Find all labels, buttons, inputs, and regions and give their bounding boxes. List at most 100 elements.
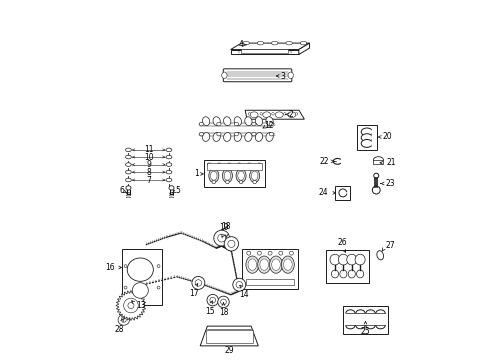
Ellipse shape	[124, 286, 127, 289]
Ellipse shape	[361, 139, 373, 147]
Ellipse shape	[236, 169, 246, 183]
Ellipse shape	[255, 117, 263, 126]
Ellipse shape	[347, 254, 357, 265]
Ellipse shape	[339, 254, 348, 265]
Text: 15: 15	[205, 307, 215, 316]
Ellipse shape	[272, 259, 280, 270]
Ellipse shape	[213, 132, 220, 141]
Ellipse shape	[228, 240, 235, 247]
Ellipse shape	[348, 270, 355, 278]
Ellipse shape	[255, 132, 263, 141]
Text: 3: 3	[281, 72, 286, 81]
Polygon shape	[116, 291, 146, 320]
Ellipse shape	[123, 298, 138, 313]
Ellipse shape	[374, 173, 379, 178]
Ellipse shape	[257, 41, 264, 45]
Ellipse shape	[288, 112, 296, 118]
Ellipse shape	[260, 113, 263, 115]
Ellipse shape	[166, 163, 172, 166]
Ellipse shape	[246, 256, 259, 273]
Ellipse shape	[166, 170, 172, 174]
Ellipse shape	[270, 256, 282, 273]
Ellipse shape	[212, 180, 216, 184]
Text: 17: 17	[189, 289, 199, 298]
Bar	[205, 330, 253, 343]
Ellipse shape	[357, 270, 364, 278]
Ellipse shape	[271, 41, 278, 45]
Ellipse shape	[340, 270, 347, 278]
Bar	[343, 306, 389, 334]
Ellipse shape	[243, 41, 249, 45]
Ellipse shape	[192, 276, 205, 289]
Ellipse shape	[250, 112, 258, 118]
Bar	[242, 49, 288, 53]
Ellipse shape	[247, 163, 251, 167]
Bar	[207, 163, 262, 170]
Ellipse shape	[207, 294, 219, 306]
Ellipse shape	[275, 112, 283, 118]
Ellipse shape	[166, 155, 172, 159]
Ellipse shape	[223, 117, 231, 126]
Ellipse shape	[125, 170, 131, 174]
Ellipse shape	[169, 186, 174, 190]
Ellipse shape	[268, 251, 272, 255]
Text: 5: 5	[175, 186, 180, 195]
Ellipse shape	[128, 302, 134, 309]
Ellipse shape	[372, 186, 380, 194]
Ellipse shape	[239, 180, 243, 184]
Text: 25: 25	[361, 327, 370, 336]
Ellipse shape	[218, 163, 221, 167]
Ellipse shape	[371, 128, 373, 136]
Ellipse shape	[330, 254, 340, 265]
Ellipse shape	[207, 163, 211, 167]
Ellipse shape	[214, 230, 230, 246]
Bar	[326, 250, 369, 283]
Ellipse shape	[272, 113, 274, 115]
Ellipse shape	[253, 180, 256, 184]
Bar	[122, 249, 162, 305]
Ellipse shape	[223, 132, 231, 141]
Text: 23: 23	[386, 179, 395, 188]
Ellipse shape	[210, 297, 216, 303]
Ellipse shape	[290, 251, 294, 255]
Ellipse shape	[217, 122, 221, 126]
Ellipse shape	[234, 117, 242, 126]
Ellipse shape	[331, 270, 339, 278]
Text: 16: 16	[105, 263, 115, 272]
Ellipse shape	[295, 113, 298, 115]
Ellipse shape	[221, 72, 227, 78]
Text: 14: 14	[240, 290, 249, 299]
Ellipse shape	[218, 296, 229, 308]
Ellipse shape	[234, 132, 239, 136]
Ellipse shape	[258, 163, 261, 167]
Ellipse shape	[361, 128, 373, 136]
Text: 10: 10	[144, 153, 154, 162]
Ellipse shape	[300, 41, 307, 45]
Bar	[373, 159, 383, 164]
Ellipse shape	[227, 163, 231, 167]
Ellipse shape	[236, 282, 243, 288]
Text: 18: 18	[221, 222, 231, 231]
Ellipse shape	[251, 171, 258, 180]
Ellipse shape	[283, 113, 286, 115]
Ellipse shape	[199, 132, 203, 136]
Ellipse shape	[225, 180, 229, 184]
Ellipse shape	[281, 256, 294, 273]
Ellipse shape	[222, 169, 232, 183]
Polygon shape	[231, 43, 310, 50]
Ellipse shape	[213, 117, 220, 126]
Ellipse shape	[126, 186, 131, 190]
Bar	[357, 126, 377, 150]
Ellipse shape	[234, 122, 239, 126]
Ellipse shape	[266, 117, 273, 126]
Ellipse shape	[252, 132, 256, 136]
Ellipse shape	[157, 286, 160, 289]
Text: 29: 29	[224, 346, 234, 355]
Text: 24: 24	[319, 188, 329, 197]
Text: 11: 11	[144, 145, 154, 154]
Text: 1: 1	[195, 170, 199, 179]
Ellipse shape	[125, 163, 131, 166]
Ellipse shape	[286, 41, 293, 45]
Ellipse shape	[157, 265, 160, 267]
Text: 26: 26	[337, 238, 346, 247]
